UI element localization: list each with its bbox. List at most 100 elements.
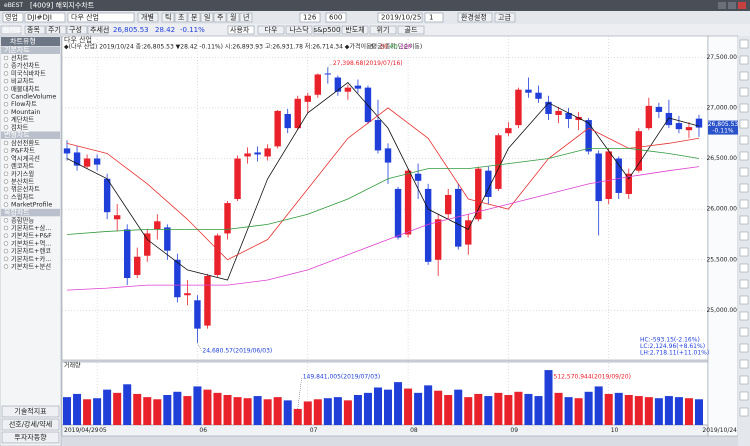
chart-type[interactable]: 카기스윙 xyxy=(11,169,34,178)
chart-type[interactable]: 분산차트 xyxy=(11,177,34,186)
tab-button[interactable] xyxy=(87,25,109,35)
tool-icon[interactable] xyxy=(739,391,749,401)
chart-type[interactable]: 기본차트+카... xyxy=(11,254,51,263)
tool-icon[interactable] xyxy=(739,375,749,385)
tool-icon[interactable] xyxy=(739,135,749,145)
radio[interactable] xyxy=(3,248,9,254)
chart-type[interactable]: 꺾은선차트 xyxy=(11,184,40,193)
unit-input[interactable] xyxy=(424,12,444,23)
advanced-button[interactable] xyxy=(494,12,516,23)
period-button[interactable] xyxy=(213,12,227,23)
close[interactable] xyxy=(738,2,746,9)
radio[interactable] xyxy=(3,125,9,130)
radio[interactable] xyxy=(3,78,9,84)
period-button[interactable] xyxy=(226,12,240,23)
tool-icon[interactable] xyxy=(739,87,749,97)
sidebar-button[interactable] xyxy=(1,418,60,431)
radio[interactable] xyxy=(3,140,9,146)
period-button[interactable] xyxy=(174,12,188,23)
tool-icon[interactable] xyxy=(739,167,749,177)
date-input[interactable] xyxy=(377,12,423,23)
tool-icon[interactable] xyxy=(739,327,749,337)
radio[interactable] xyxy=(3,148,9,153)
chart-type[interactable]: 기본차트+P&F xyxy=(11,231,52,240)
radio[interactable] xyxy=(3,117,9,122)
radio[interactable] xyxy=(3,202,9,207)
chart-type[interactable]: 점차트 xyxy=(11,122,29,131)
radio[interactable] xyxy=(3,63,9,68)
radio[interactable] xyxy=(3,233,9,238)
radio[interactable] xyxy=(3,256,9,262)
radio[interactable] xyxy=(3,109,9,115)
radio[interactable] xyxy=(3,171,9,177)
radio[interactable] xyxy=(3,194,9,200)
chart-type[interactable]: MarketProfile xyxy=(11,202,52,209)
quick-button[interactable] xyxy=(341,25,369,35)
period-button[interactable] xyxy=(187,12,201,23)
quick-button[interactable] xyxy=(313,25,341,35)
radio[interactable] xyxy=(3,179,9,184)
tool-icon[interactable] xyxy=(739,343,749,353)
chart-type[interactable]: 렌코차트 xyxy=(11,161,34,170)
maximize[interactable] xyxy=(728,2,736,9)
chart-type[interactable]: 기본차트+렌코 xyxy=(11,246,51,255)
quick-button[interactable] xyxy=(369,25,397,35)
period-button[interactable] xyxy=(200,12,214,23)
tool-icon[interactable] xyxy=(739,279,749,289)
tool-icon[interactable] xyxy=(739,231,749,241)
tool-icon[interactable] xyxy=(739,407,749,417)
radio[interactable] xyxy=(3,241,9,246)
chart-type[interactable]: 역시계곡선 xyxy=(11,153,40,162)
radio[interactable] xyxy=(3,94,9,99)
chart-type[interactable]: Flow차트 xyxy=(11,99,37,108)
minimize[interactable] xyxy=(718,2,726,9)
name-box[interactable] xyxy=(67,12,135,23)
period-button[interactable] xyxy=(161,12,175,23)
chart-type[interactable]: CandleVolume xyxy=(11,94,56,101)
chart-type[interactable]: 스윙차트 xyxy=(11,192,34,201)
chart-type[interactable]: 선차트 xyxy=(11,53,29,62)
chart-type[interactable]: 기본차트+분선 xyxy=(11,262,51,271)
chart-type[interactable]: 매물대차트 xyxy=(11,84,40,93)
chart-type[interactable]: 삼선전환도 xyxy=(11,138,40,147)
tool-icon[interactable] xyxy=(739,295,749,305)
tool-icon[interactable] xyxy=(739,199,749,209)
chart-type[interactable]: P&F차트 xyxy=(11,146,35,155)
radio[interactable] xyxy=(3,156,9,161)
settings-button[interactable] xyxy=(457,12,493,23)
period-button[interactable] xyxy=(239,12,253,23)
chart-type[interactable]: 기본차트+역... xyxy=(11,238,51,247)
radio[interactable] xyxy=(3,186,9,192)
tab-button[interactable] xyxy=(66,25,88,35)
quick-button[interactable] xyxy=(397,25,425,35)
tab-button[interactable] xyxy=(24,25,46,35)
chart-type[interactable]: 미국식바차트 xyxy=(11,68,46,77)
chart-type[interactable]: 비교차트 xyxy=(11,76,34,85)
chart-type[interactable]: 종합만능 xyxy=(11,215,34,224)
tool-icon[interactable] xyxy=(739,39,749,49)
tool-icon[interactable] xyxy=(739,183,749,193)
radio[interactable] xyxy=(3,86,9,92)
user-select[interactable] xyxy=(227,25,255,35)
tool-icon[interactable] xyxy=(739,215,749,225)
tab-button[interactable] xyxy=(0,25,22,35)
tool-icon[interactable] xyxy=(739,263,749,273)
chart-type[interactable]: 계단차트 xyxy=(11,115,34,124)
sidebar-button[interactable] xyxy=(1,431,60,444)
tool-icon[interactable] xyxy=(739,151,749,161)
radio[interactable] xyxy=(3,163,9,169)
radio[interactable] xyxy=(3,218,9,223)
sidebar-button[interactable] xyxy=(1,405,60,418)
chart-type[interactable]: 기본차트+삼... xyxy=(11,223,51,232)
count-input[interactable] xyxy=(299,12,321,23)
tool-icon[interactable] xyxy=(739,247,749,257)
radio[interactable] xyxy=(3,225,9,231)
tool-icon[interactable] xyxy=(739,71,749,81)
chart-type[interactable]: Mountain xyxy=(11,109,40,116)
mode-button[interactable] xyxy=(137,12,159,23)
radio[interactable] xyxy=(3,264,9,269)
max-input[interactable] xyxy=(325,12,347,23)
chart-type[interactable]: 종가선차트 xyxy=(11,61,40,70)
radio[interactable] xyxy=(3,55,9,61)
code-input[interactable] xyxy=(24,12,66,23)
